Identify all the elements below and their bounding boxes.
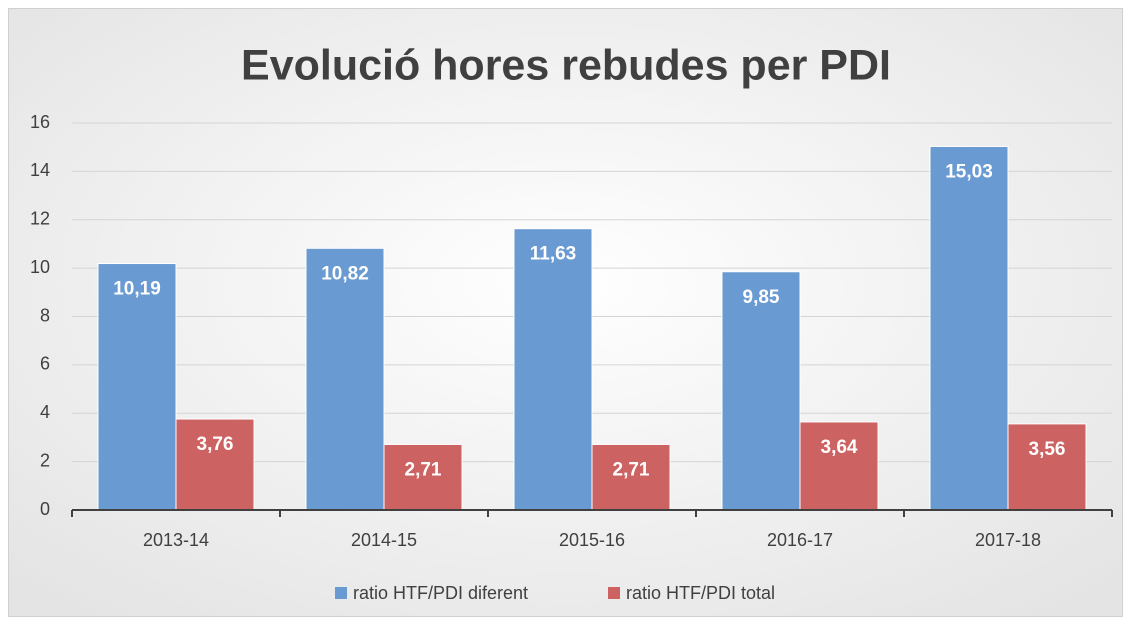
y-tick-label: 2 — [40, 450, 50, 470]
data-label: 2,71 — [613, 459, 650, 480]
bar — [305, 247, 385, 511]
chart-title: Evolució hores rebudes per PDI — [241, 41, 891, 89]
bar — [929, 145, 1009, 511]
data-label: 9,85 — [743, 287, 780, 308]
x-tick-label: 2015-16 — [559, 530, 625, 550]
data-label: 10,82 — [321, 263, 369, 284]
y-tick-label: 0 — [40, 499, 50, 519]
bar — [799, 421, 879, 511]
bar — [97, 263, 177, 511]
y-tick-label: 14 — [30, 160, 50, 180]
y-tick-label: 6 — [40, 354, 50, 374]
data-label: 3,56 — [1029, 439, 1066, 460]
data-label: 2,71 — [405, 459, 442, 480]
data-label: 15,03 — [945, 161, 993, 182]
y-tick-label: 10 — [30, 257, 50, 277]
y-tick-label: 12 — [30, 209, 50, 229]
y-tick-label: 16 — [30, 112, 50, 132]
bar — [175, 418, 255, 511]
y-tick-label: 4 — [40, 402, 50, 422]
bar — [513, 228, 593, 511]
x-tick-label: 2013-14 — [143, 530, 209, 550]
data-label: 3,64 — [821, 437, 858, 458]
data-label: 11,63 — [530, 244, 577, 265]
legend-label: ratio HTF/PDI total — [626, 583, 775, 603]
x-tick-label: 2014-15 — [351, 530, 417, 550]
legend-label: ratio HTF/PDI diferent — [353, 583, 528, 603]
data-label: 3,76 — [197, 434, 234, 455]
y-tick-label: 8 — [40, 305, 50, 325]
legend-swatch — [335, 587, 347, 599]
bar — [1007, 423, 1087, 511]
x-tick-label: 2016-17 — [767, 530, 833, 550]
legend-swatch — [608, 587, 620, 599]
x-tick-label: 2017-18 — [975, 530, 1041, 550]
data-label: 10,19 — [113, 279, 161, 300]
